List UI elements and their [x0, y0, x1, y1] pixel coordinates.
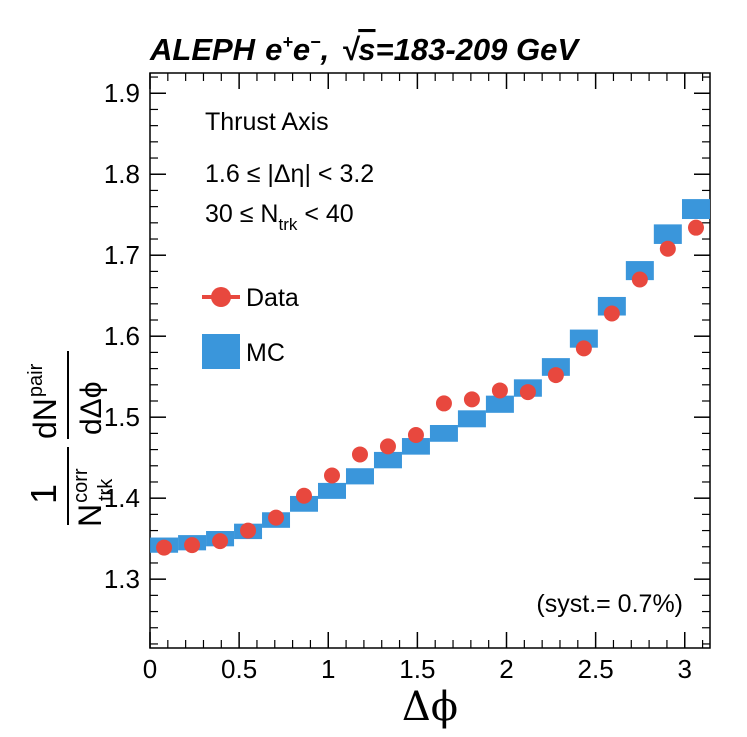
- x-tick-label: 3: [678, 654, 692, 684]
- mc-box: [373, 451, 402, 469]
- data-series: [156, 219, 704, 556]
- annotation-ntrk: 30 ≤ Ntrk < 40: [205, 200, 354, 234]
- data-point: [407, 427, 424, 444]
- annotation-syst: (syst.= 0.7%): [536, 590, 683, 618]
- mc-box: [569, 329, 598, 348]
- data-point: [268, 509, 285, 526]
- y-axis-tick-labels: 1.3 1.4 1.5 1.6 1.7 1.8 1.9: [104, 78, 140, 594]
- data-point: [323, 467, 340, 484]
- y-tick-label: 1.5: [104, 402, 140, 432]
- mc-box: [653, 224, 682, 244]
- data-point: [603, 305, 620, 322]
- data-point: [631, 271, 648, 288]
- mc-box: [401, 438, 430, 455]
- data-point: [156, 539, 173, 556]
- y-tick-label: 1.8: [104, 159, 140, 189]
- legend-data-label: Data: [246, 284, 299, 312]
- annotation-axis: Thrust Axis: [205, 108, 329, 136]
- legend-mc-box: [202, 334, 240, 369]
- data-point: [240, 522, 257, 539]
- plot-frame: [149, 72, 711, 649]
- data-point: [687, 219, 704, 236]
- mc-box: [681, 199, 710, 220]
- y-label-dphi: dΔϕ: [75, 381, 108, 435]
- mc-series: [150, 199, 710, 553]
- y-tick-label: 1.3: [104, 564, 140, 594]
- data-point: [379, 438, 396, 455]
- data-point: [519, 384, 536, 401]
- x-tick-label: 1: [321, 654, 335, 684]
- x-tick-label: 2: [499, 654, 513, 684]
- x-tick-label: 0.5: [221, 654, 257, 684]
- y-tick-label: 1.9: [104, 78, 140, 108]
- mc-box: [457, 410, 486, 428]
- y-axis-label: 1 Ncorr trk dNpair dΔϕ: [23, 351, 117, 527]
- data-point: [296, 487, 313, 504]
- y-axis-ticks: [150, 76, 710, 645]
- mc-box: [429, 424, 458, 442]
- data-point: [575, 340, 592, 357]
- y-label-one: 1: [23, 484, 64, 504]
- data-point: [212, 533, 229, 550]
- x-axis-tick-labels: 0 0.5 1 1.5 2 2.5 3: [143, 654, 692, 684]
- x-tick-label: 1.5: [399, 654, 435, 684]
- annotation-eta-cut: 1.6 ≤ |Δη| < 3.2: [205, 160, 374, 188]
- y-tick-label: 1.7: [104, 240, 140, 270]
- data-point: [184, 537, 201, 554]
- x-axis-label: Δϕ: [402, 684, 458, 730]
- legend-data-marker: [211, 287, 231, 307]
- y-tick-label: 1.6: [104, 321, 140, 351]
- mc-box: [625, 261, 654, 281]
- mc-box: [345, 468, 374, 485]
- x-axis-ticks: [149, 73, 704, 648]
- mc-box: [290, 495, 319, 512]
- y-label-ncorr: Ncorr: [70, 468, 108, 527]
- data-point: [463, 391, 480, 408]
- y-tick-label: 1.4: [104, 483, 140, 513]
- legend-mc-label: MC: [246, 339, 285, 367]
- data-point: [491, 382, 508, 399]
- x-tick-label: 0: [143, 654, 157, 684]
- y-label-ntrk-sub: trk: [95, 478, 117, 501]
- chart-title: ALEPH e+e−, √s=183-209 GeV: [149, 32, 580, 67]
- mc-box: [317, 482, 346, 499]
- data-point: [547, 367, 564, 384]
- data-point: [659, 240, 676, 257]
- y-label-dn: dNpair: [25, 363, 63, 439]
- data-point: [351, 446, 368, 463]
- data-point: [435, 395, 452, 412]
- x-tick-label: 2.5: [578, 654, 614, 684]
- legend: Data MC: [202, 284, 299, 369]
- mc-box: [485, 395, 514, 413]
